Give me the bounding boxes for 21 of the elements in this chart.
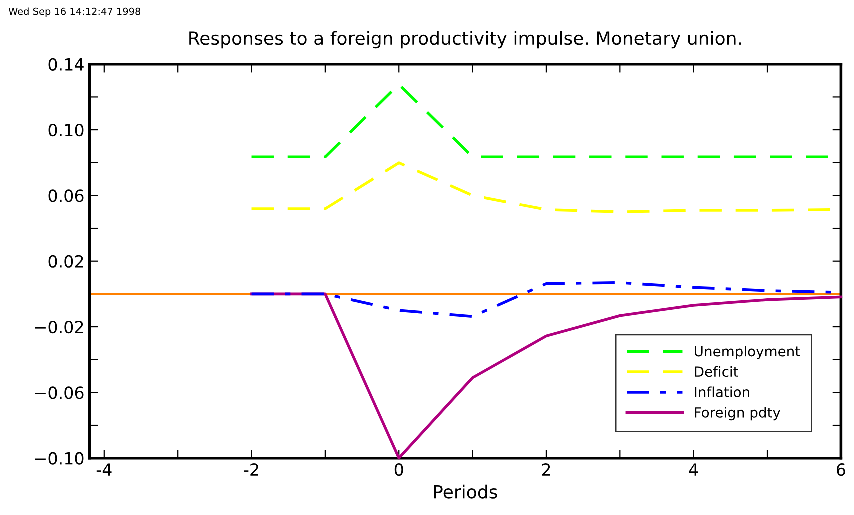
y-tick-label: −0.02 — [36, 320, 84, 334]
y-tick-label: −0.10 — [36, 452, 84, 465]
text: Wed Sep 16 14:12:47 1998 — [8, 8, 141, 18]
legend-label: Unemployment — [695, 346, 800, 360]
legend-label: Deficit — [695, 366, 738, 378]
x-tick-label: 4 — [689, 464, 698, 476]
x-tick-label: 2 — [542, 464, 550, 476]
y-tick-label: 0.02 — [48, 255, 84, 268]
x-tick-label: 0 — [394, 464, 404, 476]
line-series — [250, 292, 843, 460]
y-tick-label: 0.06 — [48, 190, 84, 202]
y-tick-label: 0.10 — [48, 124, 84, 137]
x-tick-label: -4 — [96, 464, 112, 476]
y-tick-label: −0.06 — [36, 386, 84, 400]
chart-title: Responses to a foreign productivity impulse. Monetary union. — [190, 31, 742, 49]
y-tick-label: 0.14 — [48, 58, 84, 71]
legend-label: Foreign pdty — [695, 407, 781, 421]
x-tick-label: -2 — [244, 464, 258, 476]
x-axis-title: Periods — [434, 484, 498, 499]
x-tick-label: 6 — [837, 464, 846, 476]
legend-label: Inflation — [695, 386, 750, 398]
